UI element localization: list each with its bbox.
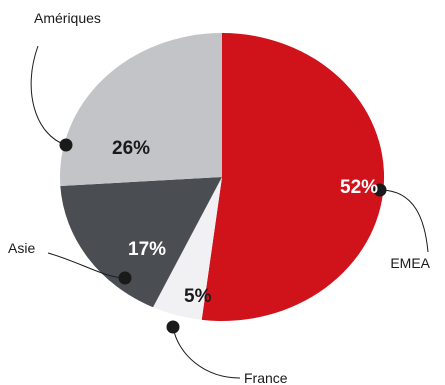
percent-label-emea: 52% xyxy=(340,177,378,198)
leader-line-france xyxy=(172,326,241,379)
pie-slice-emea xyxy=(201,32,385,321)
leader-line-emea xyxy=(379,189,429,253)
percent-label-ameriques: 26% xyxy=(112,138,150,159)
leader-line-ameriques xyxy=(30,45,67,146)
category-label-ameriques: Amériques xyxy=(34,10,101,26)
percent-label-france: 5% xyxy=(184,286,212,307)
pie-slice-france xyxy=(153,177,222,320)
callout-dot-france xyxy=(166,320,180,334)
percent-label-asie: 17% xyxy=(128,239,166,260)
category-label-emea: EMEA xyxy=(390,255,430,271)
category-label-asie: Asie xyxy=(8,240,35,256)
pie-slice-ameriques xyxy=(60,32,222,187)
callout-dot-ameriques xyxy=(59,138,73,152)
callout-dot-emea xyxy=(373,183,387,197)
callouts: 52% EMEA 5% France 17% Asie 26% Amériques xyxy=(8,10,431,385)
pie-slice-asie xyxy=(60,177,222,308)
pie-slices xyxy=(60,32,385,321)
callout-dot-asie xyxy=(118,271,132,285)
category-label-france: France xyxy=(244,370,288,385)
